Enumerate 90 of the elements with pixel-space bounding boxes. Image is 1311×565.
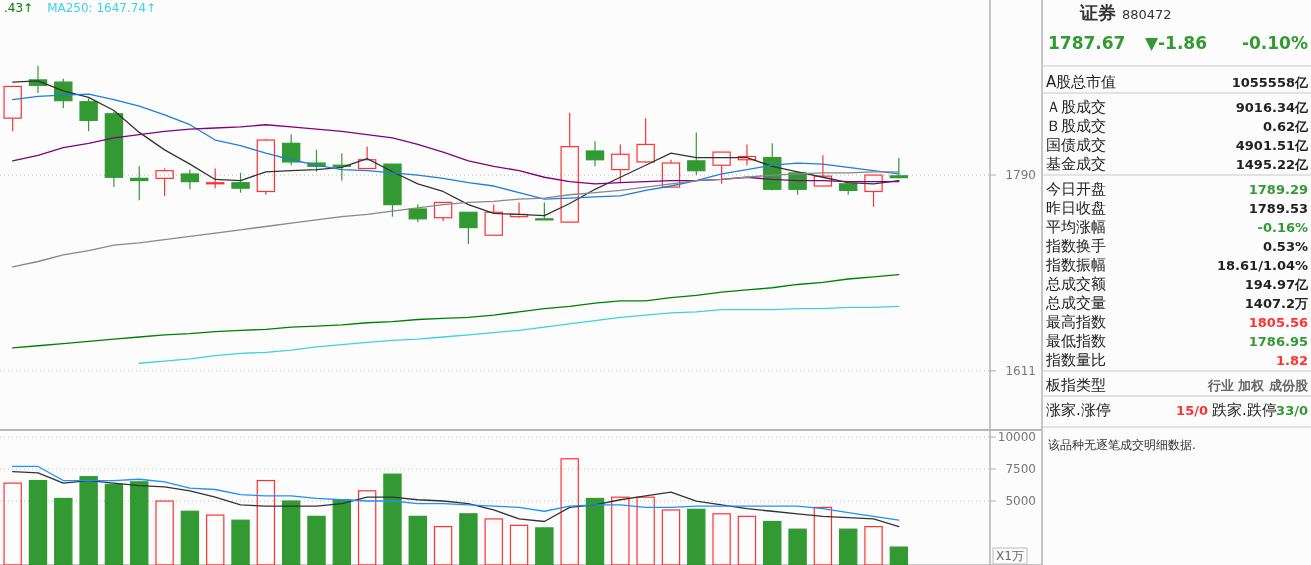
- text: -0.16%: [1257, 220, 1308, 235]
- bar: [636, 496, 655, 565]
- bar: [357, 490, 377, 565]
- bar: [864, 526, 883, 565]
- y-axis-title: X1万: [996, 549, 1024, 563]
- bar: [560, 458, 579, 565]
- category-label: 总成交量: [1045, 294, 1106, 312]
- text: 1805.56: [1248, 315, 1308, 330]
- bar: [611, 496, 630, 565]
- text: 9016.34亿: [1235, 100, 1308, 115]
- text: 1789.29: [1248, 182, 1308, 197]
- text: 15/0: [1176, 403, 1208, 418]
- y-tick-label: 1611: [1005, 363, 1036, 378]
- bar: [332, 499, 352, 565]
- category-label: 指数振幅: [1045, 256, 1106, 274]
- text: 1787.67: [1048, 33, 1126, 53]
- text: 0.62亿: [1262, 119, 1308, 134]
- bar: [155, 500, 174, 565]
- category-label: 指数换手: [1045, 237, 1106, 255]
- text: 18.61/1.04%: [1217, 258, 1308, 273]
- bar: [484, 518, 503, 565]
- bar: [79, 476, 98, 565]
- y-tick-label: 10000: [997, 430, 1036, 445]
- category-label: 板指类型: [1045, 376, 1106, 394]
- bar: [408, 515, 427, 565]
- bar: [307, 515, 326, 565]
- bar: [281, 500, 301, 565]
- text: 194.97亿: [1244, 277, 1308, 292]
- text: 该品种无逐笔成交明细数据.: [1048, 438, 1196, 452]
- text: 1786.95: [1248, 334, 1308, 349]
- category-label: 国债成交: [1046, 136, 1106, 154]
- bar: [104, 483, 124, 565]
- bar: [712, 513, 731, 565]
- bar: [433, 526, 453, 565]
- bar: [54, 497, 73, 565]
- category-label: 平均涨幅: [1046, 218, 1106, 236]
- text: 4901.51亿: [1235, 138, 1308, 153]
- text: 1055558亿: [1231, 75, 1308, 90]
- text: 1495.22亿: [1235, 157, 1308, 172]
- bar: [206, 514, 225, 565]
- text: 1407.2万: [1244, 296, 1308, 311]
- text: 跌家.跌停: [1212, 401, 1277, 419]
- bar: [687, 508, 706, 565]
- text: 0.53%: [1262, 239, 1308, 254]
- category-label: 昨日收盘: [1046, 199, 1106, 217]
- bar: [839, 528, 858, 565]
- candlestick: [180, 168, 200, 190]
- category-label: 总成交额: [1045, 275, 1106, 293]
- bar: [509, 524, 529, 565]
- bar: [585, 497, 605, 565]
- bar: [256, 479, 276, 565]
- category-label: 指数量比: [1045, 351, 1106, 369]
- category-label: Ａ股成交: [1046, 98, 1106, 116]
- text: 1.82: [1275, 353, 1308, 368]
- annotation: MA250: 1647.74↑: [47, 1, 157, 15]
- text: -0.10%: [1241, 33, 1308, 53]
- y-tick-label: 1790: [1005, 168, 1036, 183]
- category-label: 基金成交: [1046, 155, 1106, 173]
- y-tick-label: 7500: [1005, 462, 1036, 477]
- text: 行业 加权 成份股: [1207, 378, 1308, 393]
- bar: [130, 481, 149, 565]
- category-label: 最高指数: [1046, 313, 1106, 331]
- text: 1789.53: [1248, 201, 1308, 216]
- category-label: 今日开盘: [1046, 180, 1106, 198]
- annotation: .43↑: [4, 1, 34, 15]
- candlestick: [509, 201, 529, 218]
- candlestick: [585, 140, 605, 167]
- bar: [3, 482, 22, 565]
- bar: [28, 479, 48, 565]
- bar: [231, 519, 250, 565]
- bar: [661, 509, 681, 565]
- text: 33/0: [1276, 403, 1308, 418]
- bar: [813, 506, 833, 565]
- bar: [383, 473, 402, 565]
- category-label: Ｂ股成交: [1046, 117, 1106, 135]
- bar: [535, 527, 554, 565]
- text: 880472: [1122, 7, 1172, 22]
- bar: [889, 546, 909, 565]
- candlestick: [737, 143, 757, 166]
- text: ▼-1.86: [1144, 33, 1207, 53]
- y-tick-label: 5000: [1005, 494, 1036, 509]
- category-label: 最低指数: [1046, 332, 1106, 350]
- bar: [763, 520, 782, 565]
- category-label: 涨家.涨停: [1046, 401, 1111, 419]
- bar: [737, 515, 757, 565]
- bar: [180, 510, 200, 565]
- bar: [788, 528, 807, 565]
- category-label: A股总市值: [1046, 73, 1117, 91]
- text: 证券: [1079, 2, 1116, 23]
- bar: [459, 513, 478, 565]
